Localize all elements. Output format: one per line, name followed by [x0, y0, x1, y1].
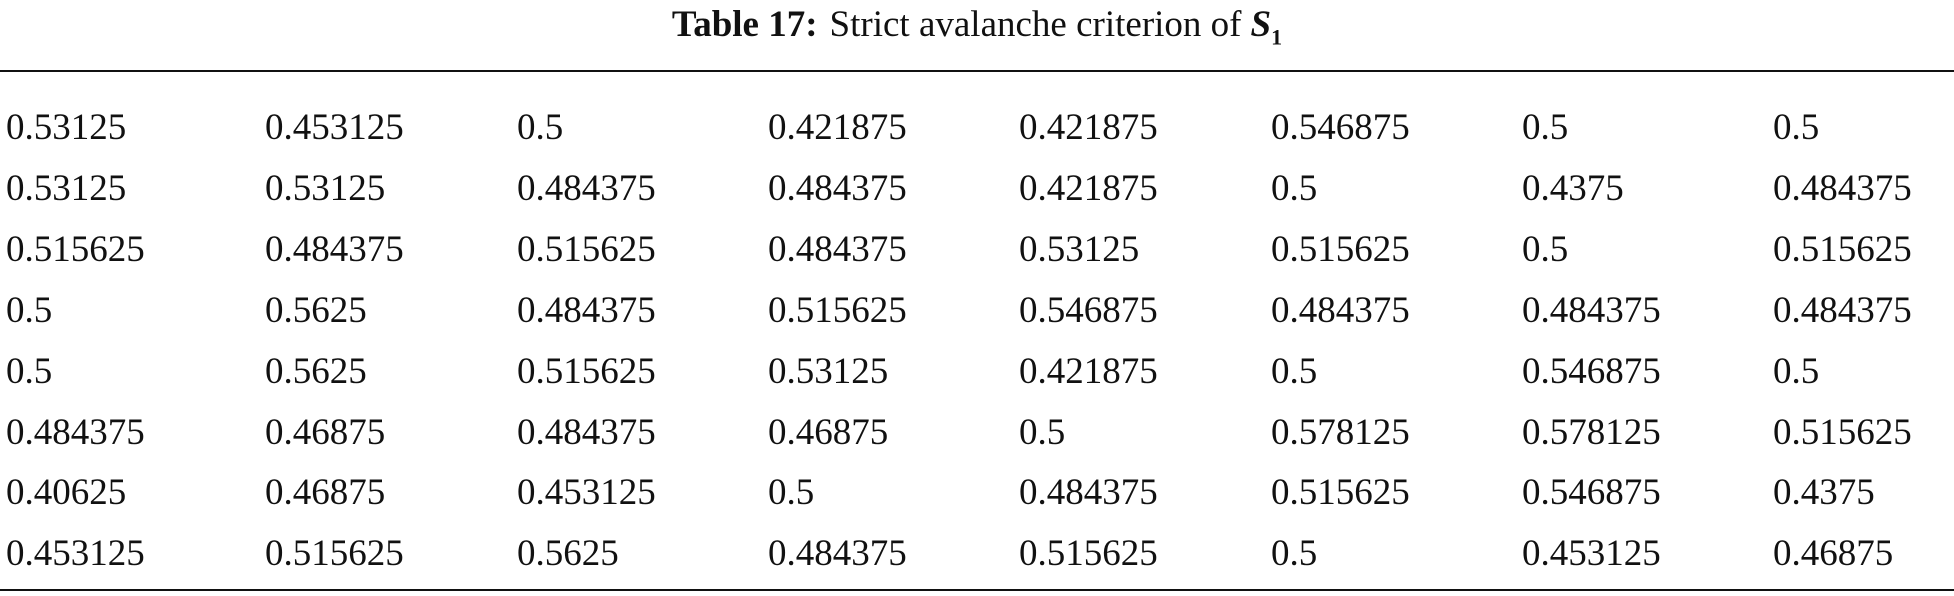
table-cell: 0.5: [1271, 533, 1318, 575]
table-cell: 0.4375: [1522, 167, 1624, 209]
table-cell: 0.453125: [1522, 533, 1661, 575]
table-cell: 0.5: [1522, 228, 1569, 270]
table-cell: 0.421875: [768, 107, 907, 148]
table-caption: Table 17: Strict avalanche criterion of S1: [0, 2, 1954, 60]
table-cell: 0.421875: [1019, 107, 1158, 148]
table-cell: 0.578125: [1522, 411, 1661, 453]
table-cell: 0.453125: [517, 472, 656, 514]
table-cell: 0.4375: [1773, 472, 1875, 514]
table-cell: 0.5: [768, 472, 815, 514]
table-cell: 0.53125: [265, 167, 386, 209]
table-cell: 0.546875: [1522, 350, 1661, 392]
bottom-rule: [0, 589, 1954, 591]
top-rule: [0, 70, 1954, 72]
table-cell: 0.53125: [6, 107, 127, 148]
table-cell: 0.484375: [517, 167, 656, 209]
table-cell: 0.484375: [1271, 289, 1410, 331]
table-cell: 0.484375: [768, 533, 907, 575]
table-cell: 0.421875: [1019, 350, 1158, 392]
table-cell: 0.484375: [1019, 472, 1158, 514]
table-cell: 0.5: [1019, 411, 1066, 453]
table-cell: 0.421875: [1019, 167, 1158, 209]
table-cell: 0.484375: [768, 228, 907, 270]
table-cell: 0.515625: [6, 228, 145, 270]
table-cell: 0.515625: [1019, 533, 1158, 575]
table-cell: 0.484375: [265, 228, 404, 270]
table-cell: 0.5: [1522, 107, 1569, 148]
table-cell: 0.5: [1271, 350, 1318, 392]
table-cell: 0.53125: [6, 167, 127, 209]
table-cell: 0.46875: [265, 411, 386, 453]
caption-label: Table 17:: [671, 4, 818, 45]
table-cell: 0.5: [1773, 350, 1820, 392]
table-cell: 0.453125: [6, 533, 145, 575]
table-cell: 0.40625: [6, 472, 127, 514]
table-cell: 0.484375: [1773, 167, 1912, 209]
table-cell: 0.515625: [1271, 472, 1410, 514]
table-cell: 0.515625: [517, 350, 656, 392]
table-cell: 0.46875: [1773, 533, 1894, 575]
table-cell: 0.515625: [1773, 228, 1912, 270]
table-cell: 0.53125: [1019, 228, 1140, 270]
table-cell: 0.515625: [1271, 228, 1410, 270]
table-cell: 0.453125: [265, 107, 404, 148]
table-cell: 0.484375: [517, 411, 656, 453]
table-cell: 0.484375: [1522, 289, 1661, 331]
table-cell: 0.53125: [768, 350, 889, 392]
table-cell: 0.515625: [768, 289, 907, 331]
table-cell: 0.5: [1773, 107, 1820, 148]
table-cell: 0.5: [517, 107, 564, 148]
table-cell: 0.5625: [517, 533, 619, 575]
table-cell: 0.484375: [517, 289, 656, 331]
caption-symbol: S: [1250, 4, 1272, 45]
table-cell: 0.5: [6, 289, 53, 331]
table-cell: 0.578125: [1271, 411, 1410, 453]
table-cell: 0.46875: [265, 472, 386, 514]
table-cell: 0.546875: [1271, 107, 1410, 148]
table-cell: 0.5: [1271, 167, 1318, 209]
table-cell: 0.5: [6, 350, 53, 392]
table-cell: 0.515625: [1773, 411, 1912, 453]
caption-subscript: 1: [1271, 24, 1283, 50]
table-cell: 0.484375: [768, 167, 907, 209]
table-cell: 0.484375: [6, 411, 145, 453]
table-cell: 0.546875: [1522, 472, 1661, 514]
caption-text: Strict avalanche criterion of: [829, 4, 1242, 45]
table-cell: 0.5625: [265, 289, 367, 331]
table-cell: 0.546875: [1019, 289, 1158, 331]
table-cell: 0.46875: [768, 411, 889, 453]
table-cell: 0.5625: [265, 350, 367, 392]
table-cell: 0.484375: [1773, 289, 1912, 331]
table-cell: 0.515625: [517, 228, 656, 270]
table-cell: 0.515625: [265, 533, 404, 575]
